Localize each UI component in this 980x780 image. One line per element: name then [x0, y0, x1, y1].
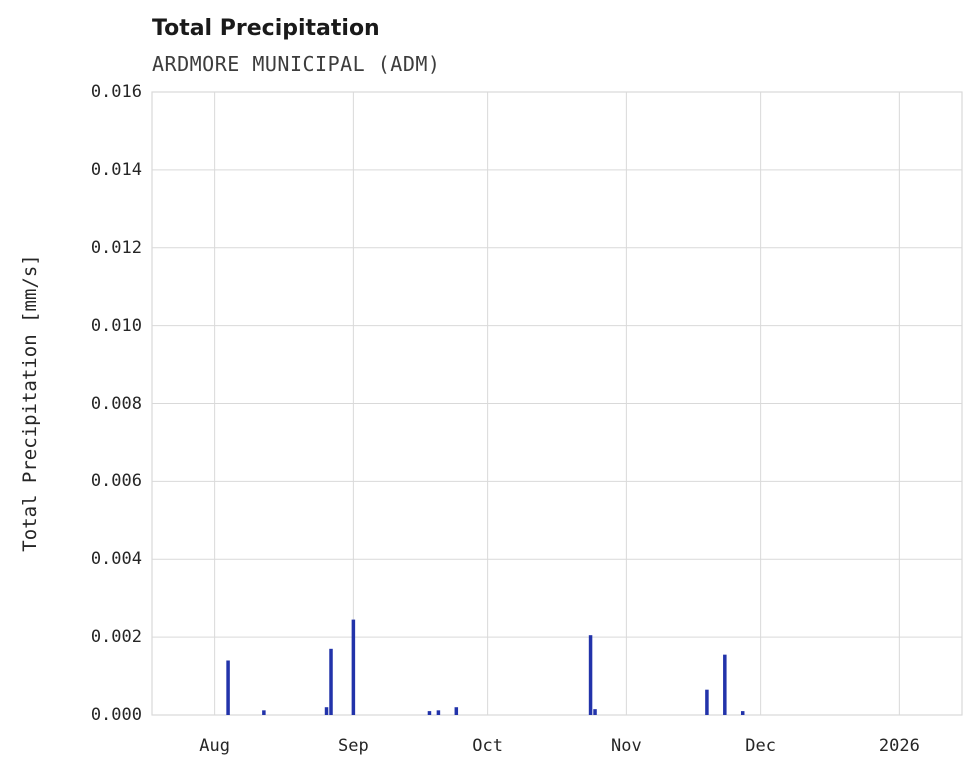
y-tick-label: 0.016 — [90, 82, 142, 102]
chart-subtitle: ARDMORE MUNICIPAL (ADM) — [152, 52, 441, 76]
x-tick-label: 2026 — [878, 736, 920, 756]
y-tick-label: 0.006 — [90, 471, 142, 492]
y-tick-label: 0.014 — [90, 159, 142, 180]
y-tick-label: 0.002 — [90, 627, 142, 648]
y-tick-label: 0.000 — [90, 705, 142, 725]
y-tick-label: 0.004 — [90, 549, 142, 570]
y-tick-label: 0.008 — [90, 393, 142, 414]
x-tick-label: Sep — [338, 736, 369, 756]
x-tick-label: Aug — [199, 736, 230, 756]
x-tick-label: Dec — [745, 736, 776, 756]
x-tick-label: Nov — [611, 736, 642, 756]
chart-title: Total Precipitation — [152, 16, 380, 41]
y-tick-label: 0.012 — [90, 237, 142, 258]
x-tick-label: Oct — [472, 736, 503, 756]
y-tick-label: 0.010 — [90, 315, 142, 336]
